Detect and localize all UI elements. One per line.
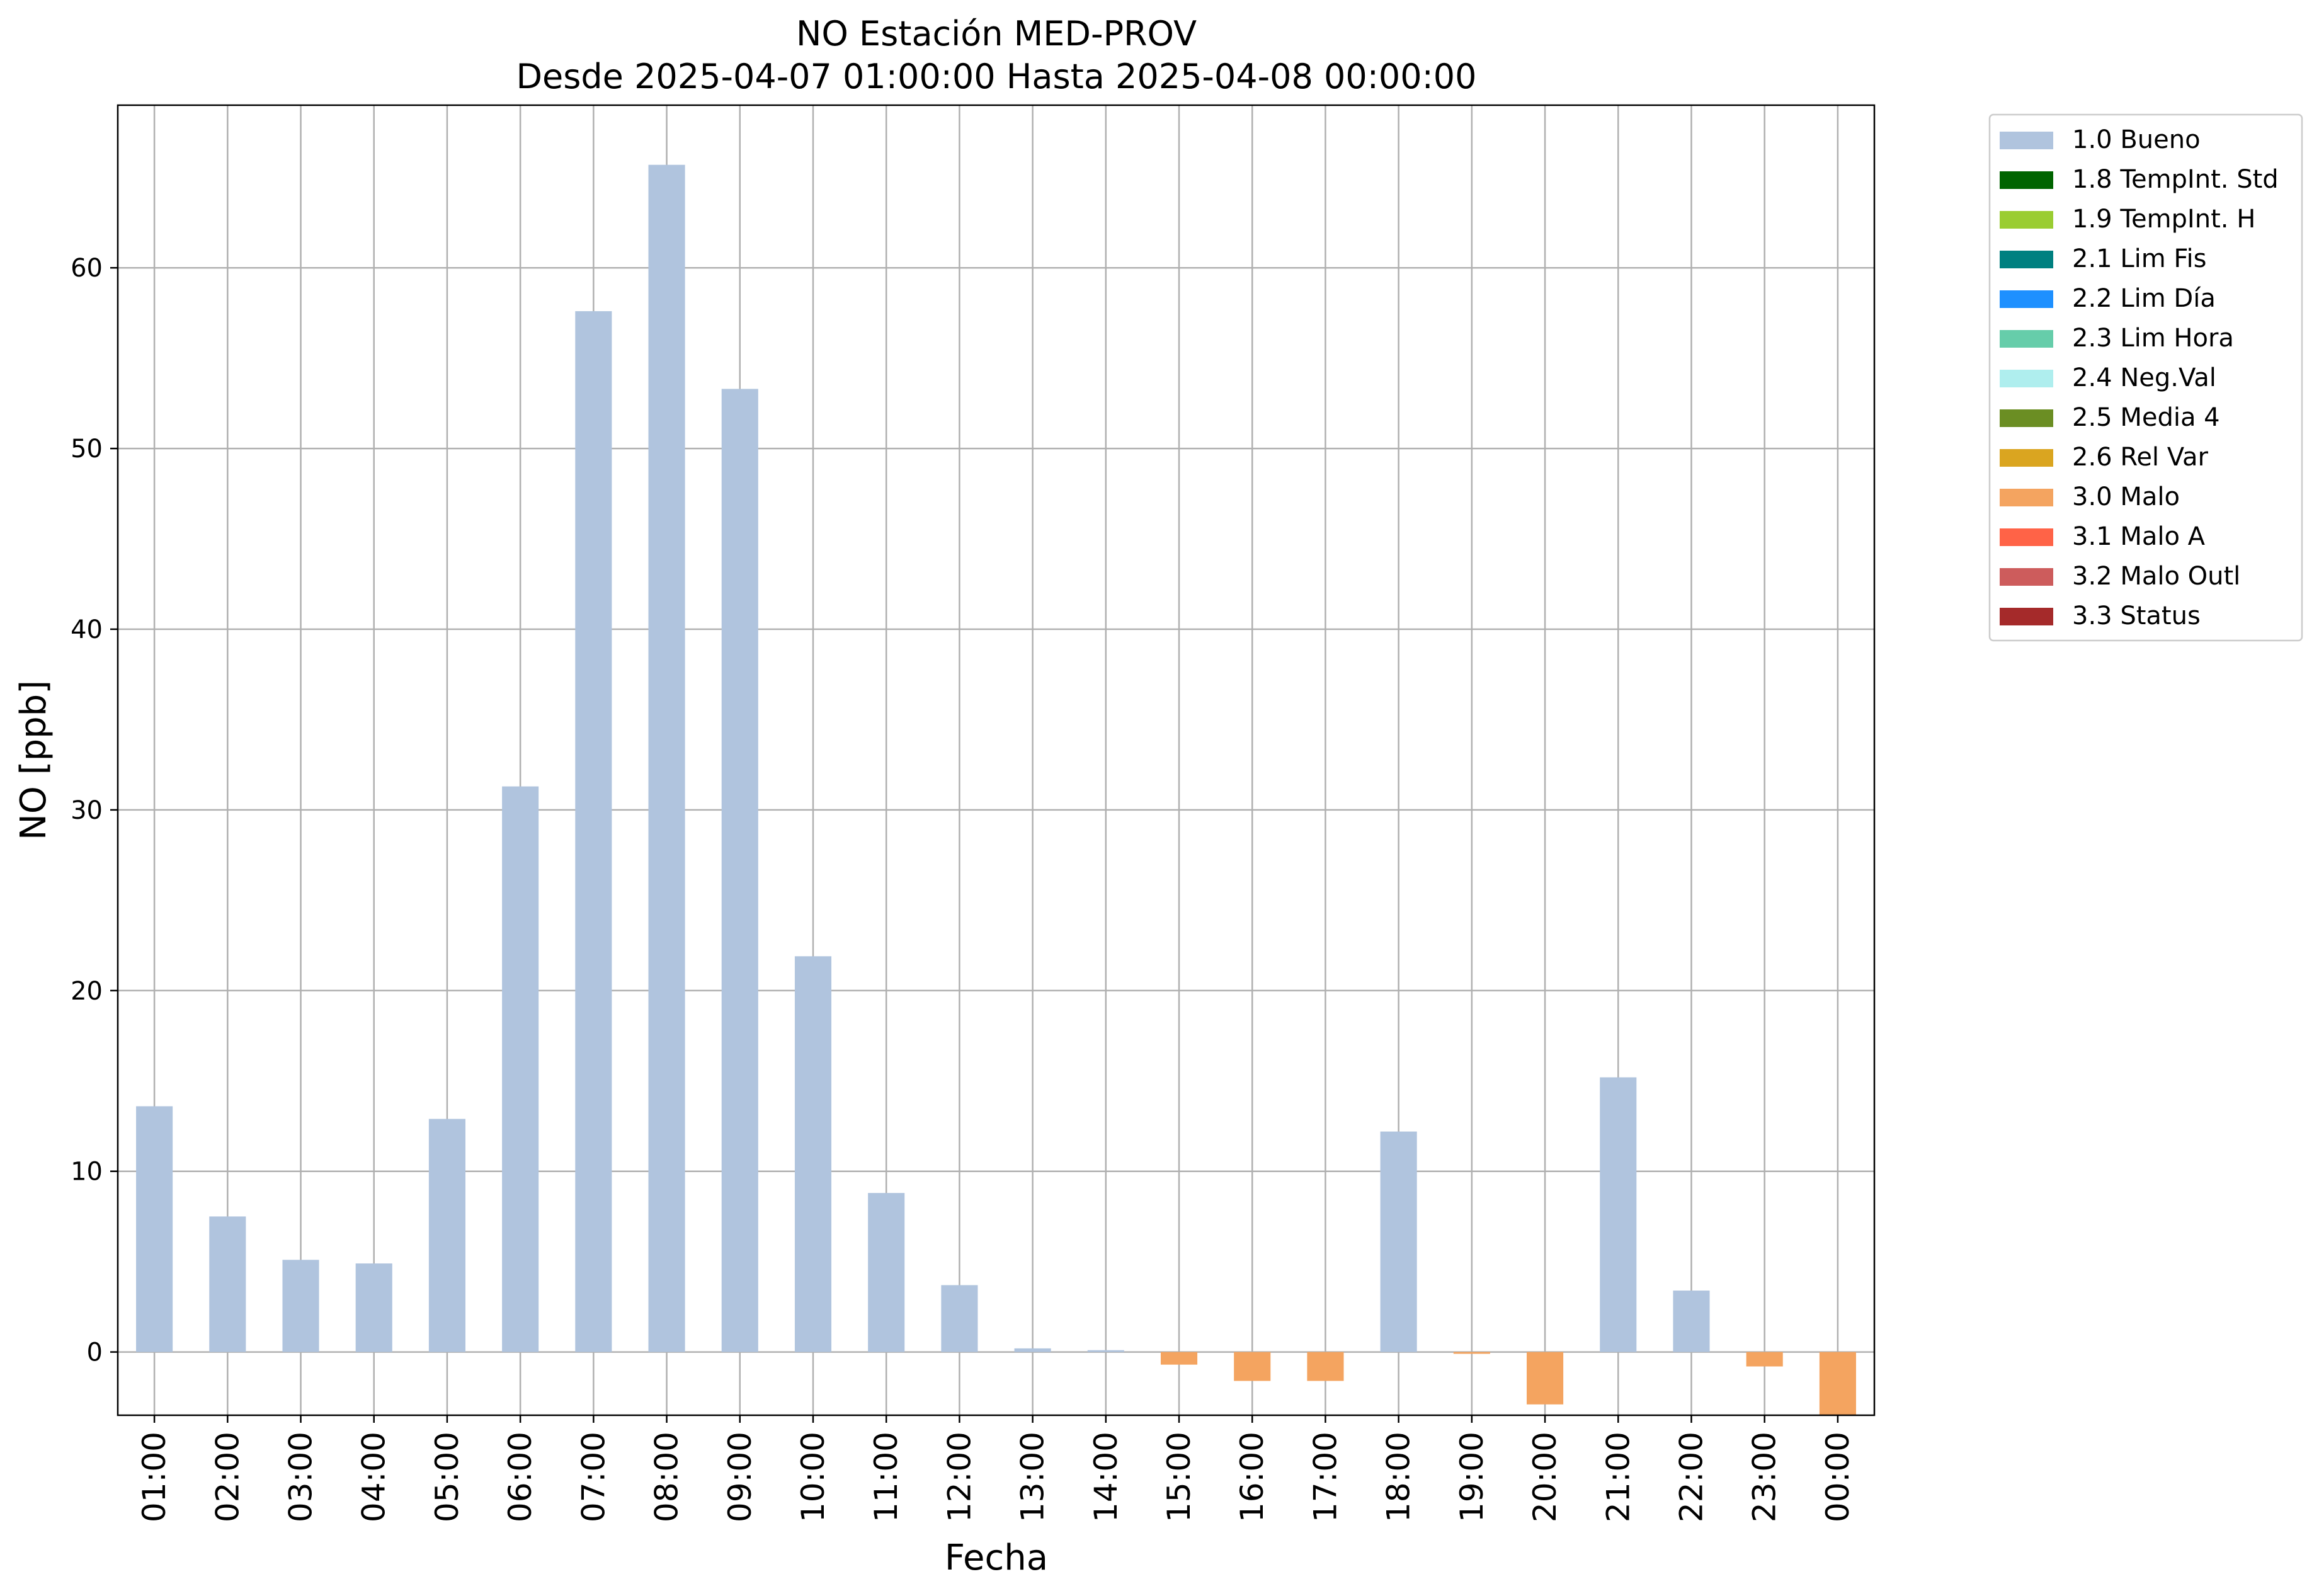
grid-lines [118,105,1874,1415]
x-tick-label: 09:00 [722,1432,758,1522]
legend-swatch [2000,370,2053,387]
bar-19:00 [1453,1352,1490,1354]
bar-23:00 [1746,1352,1783,1367]
legend-swatch [2000,171,2053,189]
x-tick-label: 14:00 [1088,1432,1124,1522]
bar-16:00 [1234,1352,1271,1381]
x-tick-label: 08:00 [649,1432,685,1522]
bar-22:00 [1673,1291,1710,1352]
legend-swatch [2000,409,2053,427]
x-tick-label: 06:00 [502,1432,538,1522]
bar-17:00 [1307,1352,1344,1381]
x-tick-label: 17:00 [1307,1432,1343,1522]
legend-label: 2.1 Lim Fis [2072,244,2206,273]
legend-label: 3.1 Malo A [2072,522,2206,551]
legend-swatch [2000,528,2053,546]
bar-18:00 [1380,1131,1417,1352]
x-tick-label: 10:00 [795,1432,831,1522]
legend-swatch [2000,132,2053,149]
legend-label: 1.8 TempInt. Std [2072,165,2279,194]
y-tick-label: 0 [87,1338,103,1367]
legend-frame [1988,113,2303,642]
legend-label: 3.3 Status [2072,601,2201,630]
bar-08:00 [648,164,685,1352]
legend-swatch [2000,449,2053,467]
x-tick-label: 04:00 [356,1432,392,1522]
bar-01:00 [136,1106,173,1352]
x-tick-label: 05:00 [429,1432,465,1522]
bar-15:00 [1160,1352,1198,1365]
y-tick-label: 50 [71,435,103,464]
bar-11:00 [868,1193,905,1352]
legend-label: 2.6 Rel Var [2072,443,2209,472]
legend-swatch [2000,608,2053,625]
legend-label: 2.3 Lim Hora [2072,324,2234,353]
x-tick-label: 11:00 [868,1432,904,1522]
legend: 1.0 Bueno 1.8 TempInt. Std 1.9 TempInt. H 2… [1988,113,2303,642]
legend-swatch [2000,290,2053,308]
bar-21:00 [1600,1077,1637,1352]
x-tick-label: 19:00 [1454,1432,1490,1522]
bar-10:00 [794,956,832,1352]
x-tick-label: 23:00 [1746,1432,1783,1522]
x-tick-label: 16:00 [1234,1432,1270,1522]
x-tick-label: 02:00 [209,1432,246,1522]
legend-label: 1.0 Bueno [2072,125,2201,154]
y-axis-label: NO [ppb] [13,680,54,840]
x-tick-label: 21:00 [1600,1432,1636,1522]
bar-13:00 [1014,1348,1051,1352]
legend-label: 3.2 Malo Outl [2072,562,2240,591]
x-axis-ticks: 01:00 02:00 03:00 04:00 05:00 06:00 07:00 08:00… [136,1415,1856,1522]
y-tick-label: 60 [71,254,103,283]
legend-label: 2.2 Lim Día [2072,284,2216,313]
x-tick-label: 13:00 [1015,1432,1051,1522]
x-tick-label: 07:00 [575,1432,612,1522]
bar-07:00 [575,311,612,1352]
bar-02:00 [209,1216,246,1352]
x-tick-label: 12:00 [941,1432,977,1522]
bar-12:00 [941,1285,978,1352]
legend-label: 3.0 Malo [2072,482,2180,511]
x-tick-label: 03:00 [283,1432,319,1522]
x-tick-label: 20:00 [1527,1432,1563,1522]
y-axis-ticks: 0 10 20 30 40 50 60 [71,254,118,1367]
bar-06:00 [502,786,539,1352]
legend-label: 2.5 Media 4 [2072,403,2220,432]
x-tick-label: 15:00 [1161,1432,1197,1522]
plot-frame [117,104,1876,1416]
x-tick-label: 18:00 [1381,1432,1417,1522]
bar-04:00 [355,1263,392,1352]
y-tick-label: 20 [71,977,103,1006]
chart-subtitle: Desde 2025-04-07 01:00:00 Hasta 2025-04-… [516,57,1476,96]
y-tick-label: 30 [71,796,103,825]
legend-swatch [2000,330,2053,348]
chart-title: NO Estación MED-PROV [796,14,1197,54]
x-tick-label: 00:00 [1820,1432,1856,1522]
bar-09:00 [721,389,758,1352]
bars-group [136,164,1856,1415]
legend-label: 1.9 TempInt. H [2072,205,2255,234]
legend-swatch [2000,211,2053,229]
bar-00:00 [1819,1352,1856,1415]
x-axis-label: Fecha [945,1537,1048,1578]
bar-14:00 [1087,1350,1124,1352]
bar-03:00 [282,1260,319,1352]
bar-20:00 [1527,1352,1564,1405]
y-tick-label: 10 [71,1158,103,1187]
x-tick-label: 22:00 [1673,1432,1709,1522]
legend-swatch [2000,568,2053,586]
legend-swatch [2000,251,2053,268]
legend-swatch [2000,489,2053,506]
bar-05:00 [428,1119,465,1352]
legend-label: 2.4 Neg.Val [2072,363,2216,392]
x-tick-label: 01:00 [136,1432,173,1522]
y-tick-label: 40 [71,615,103,644]
